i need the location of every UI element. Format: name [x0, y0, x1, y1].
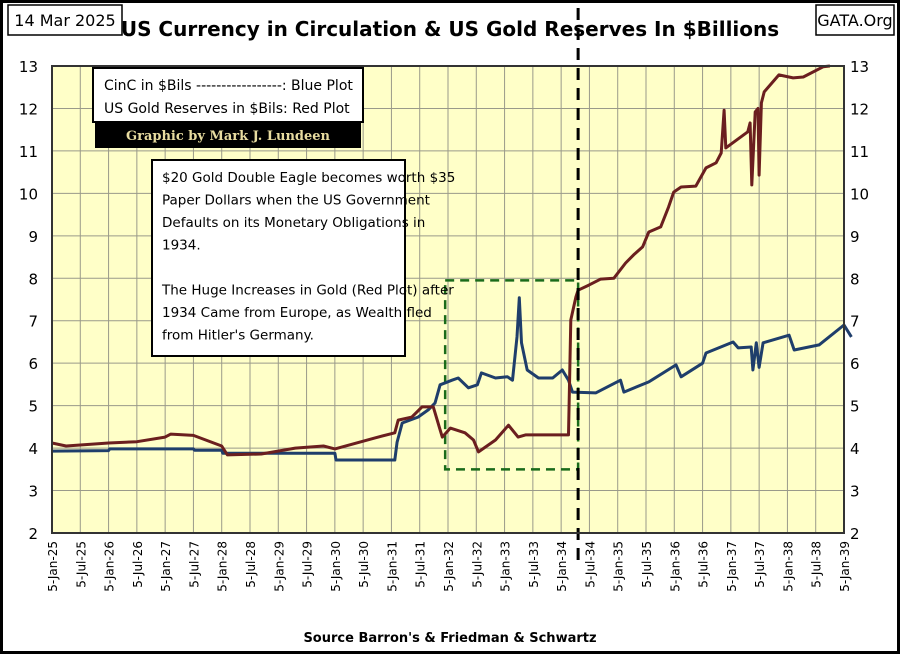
y-tick-label-left: 8 — [28, 270, 38, 288]
y-tick-label-left: 2 — [28, 525, 38, 543]
note-box: $20 Gold Double Eagle becomes worth $35 P… — [151, 159, 455, 357]
x-tick-label: 5-Jan-29 — [272, 541, 286, 592]
y-axis-right: 2 3 4 5 6 7 8 9 10 11 12 13 — [850, 58, 869, 543]
legend-red: US Gold Reserves in $Bils: Red Plot — [104, 101, 350, 117]
x-tick-label: 5-Jan-37 — [725, 541, 739, 592]
y-tick-label-right: 8 — [850, 270, 860, 288]
x-tick-label: 5-Jan-26 — [103, 541, 117, 592]
legend-box: CinC in $Bils -----------------: Blue Pl… — [92, 67, 364, 148]
x-tick-label: 5-Jul-36 — [697, 541, 711, 588]
y-tick-label-right: 4 — [850, 440, 860, 458]
x-tick-label: 5-Jul-27 — [187, 541, 201, 588]
x-tick-label: 5-Jul-32 — [470, 541, 484, 588]
y-tick-label-left: 4 — [28, 440, 38, 458]
note-line: The Huge Increases in Gold (Red Plot) af… — [161, 283, 454, 299]
note-line: from Hitler's Germany. — [162, 328, 314, 344]
x-tick-label: 5-Jan-28 — [216, 541, 230, 592]
y-axis-left: 2 3 4 5 6 7 8 9 10 11 12 13 — [19, 58, 38, 543]
x-tick-label: 5-Jul-31 — [414, 541, 428, 588]
x-tick-label: 5-Jan-31 — [385, 541, 399, 592]
x-tick-label: 5-Jan-25 — [46, 541, 60, 592]
y-tick-label-left: 12 — [19, 100, 38, 118]
y-tick-label-right: 12 — [850, 100, 869, 118]
y-tick-label-right: 6 — [850, 355, 860, 373]
y-tick-label-right: 7 — [850, 313, 860, 331]
y-tick-label-left: 5 — [28, 398, 38, 416]
x-tick-label: 5-Jul-35 — [640, 541, 654, 588]
series-line-red — [51, 64, 831, 457]
y-tick-label-left: 13 — [19, 58, 38, 76]
y-tick-label-right: 3 — [850, 483, 860, 501]
y-tick-label-right: 13 — [850, 58, 869, 76]
x-axis-label: Source Barron's & Friedman & Schwartz — [303, 631, 596, 646]
y-tick-label-right: 11 — [850, 143, 869, 161]
x-tick-label: 5-Jan-35 — [612, 541, 626, 592]
x-tick-label: 5-Jul-29 — [301, 541, 315, 588]
date-box — [7, 4, 123, 36]
note-line: Defaults on its Monetary Obligations in — [162, 215, 425, 231]
y-tick-label-left: 11 — [19, 143, 38, 161]
note-line: Paper Dollars when the US Government — [162, 193, 430, 209]
x-tick-label: 5-Jul-30 — [357, 541, 371, 588]
note-line: 1934. — [162, 238, 201, 254]
x-tick-label: 5-Jul-26 — [131, 541, 145, 588]
credit-label: Graphic by Mark J. Lundeen — [126, 129, 331, 144]
x-tick-label: 5-Jan-36 — [668, 541, 682, 592]
x-tick-label: 5-Jul-38 — [810, 541, 824, 588]
x-tick-label: 5-Jul-33 — [527, 541, 541, 588]
y-tick-label-right: 5 — [850, 398, 860, 416]
x-tick-label: 5-Jan-34 — [555, 541, 569, 592]
site-box — [815, 4, 895, 36]
y-tick-label-right: 10 — [850, 185, 869, 203]
x-tick-label: 5-Jan-30 — [329, 541, 343, 592]
y-tick-label-left: 6 — [28, 355, 38, 373]
series-group — [51, 8, 853, 560]
site-label: GATA.Org — [817, 11, 892, 30]
y-tick-label-left: 7 — [28, 313, 38, 331]
y-tick-label-left: 10 — [19, 185, 38, 203]
x-tick-label: 5-Jul-28 — [244, 541, 258, 588]
x-tick-label: 5-Jan-38 — [781, 541, 795, 592]
legend-blue: CinC in $Bils -----------------: Blue Pl… — [104, 78, 353, 94]
x-tick-label: 5-Jan-33 — [499, 541, 513, 592]
x-tick-label: 5-Jul-34 — [583, 541, 597, 588]
note-line: 1934 Came from Europe, as Wealth fled — [162, 305, 432, 321]
x-tick-label: 5-Jan-32 — [442, 541, 456, 592]
y-tick-label-left: 3 — [28, 483, 38, 501]
x-tick-label: 5-Jul-37 — [753, 541, 767, 588]
y-tick-label-right: 2 — [850, 525, 860, 543]
series-line-blue — [51, 296, 853, 462]
x-tick-label: 5-Jan-39 — [838, 541, 852, 592]
x-tick-label: 5-Jan-27 — [159, 541, 173, 592]
plot-border — [51, 65, 845, 534]
y-tick-label-left: 9 — [28, 228, 38, 246]
date-label: 14 Mar 2025 — [14, 11, 115, 30]
note-line: $20 Gold Double Eagle becomes worth $35 — [162, 170, 455, 186]
x-axis: 5-Jan-25 5-Jul-25 5-Jan-26 5-Jul-26 5-Jan-27… — [46, 541, 852, 592]
y-tick-label-right: 9 — [850, 228, 860, 246]
x-tick-label: 5-Jul-25 — [74, 541, 88, 588]
chart-title: US Currency in Circulation & US Gold Res… — [121, 17, 779, 41]
